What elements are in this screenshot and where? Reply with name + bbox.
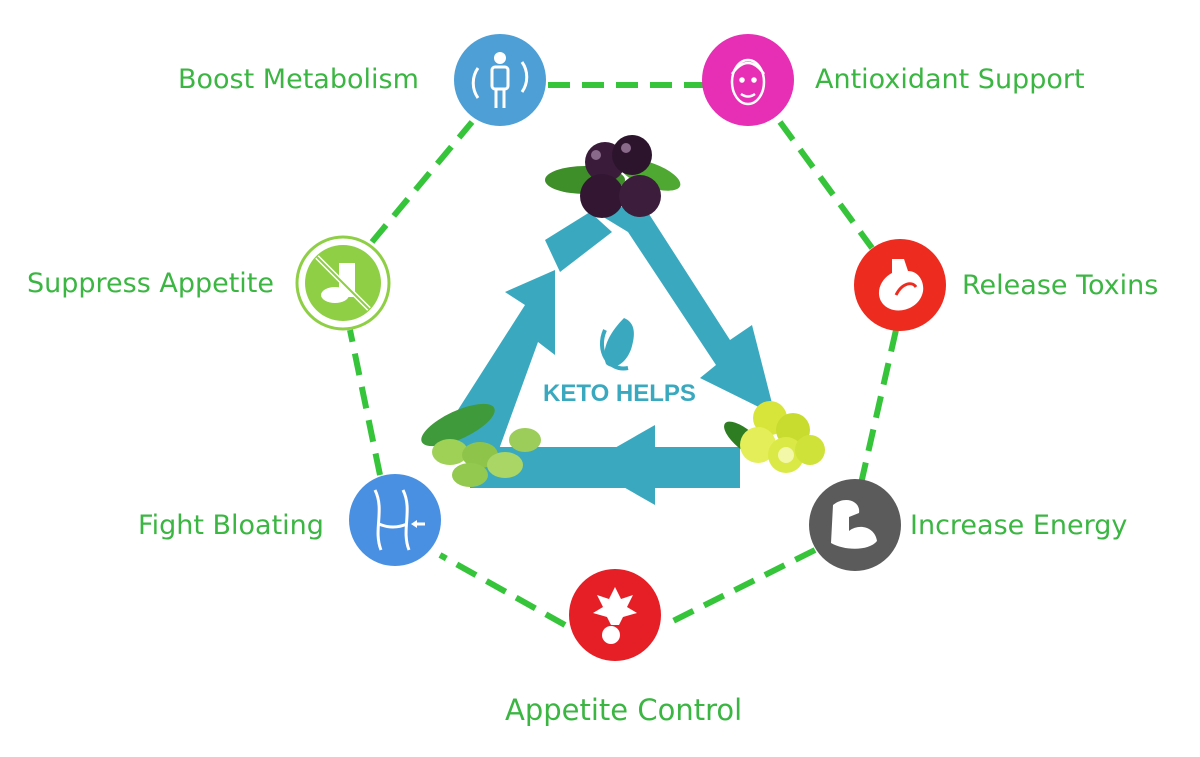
feather-icon [604, 318, 634, 367]
waist-icon [373, 489, 425, 551]
arrow-right-side [600, 200, 775, 415]
center-logo [599, 318, 634, 371]
acai-berries-image [545, 135, 681, 218]
person-cycle-icon [471, 52, 529, 108]
stomach-icon [878, 259, 924, 311]
plant-root-icon [593, 587, 637, 644]
bloating-node [349, 474, 441, 566]
label-antioxidant-support: Antioxidant Support [815, 64, 1085, 95]
no-junk-food-icon [315, 255, 371, 311]
label-release-toxins: Release Toxins [962, 270, 1159, 301]
cycle-arrows [440, 200, 775, 505]
label-fight-bloating: Fight Bloating [138, 510, 324, 541]
label-boost-metabolism: Boost Metabolism [178, 64, 419, 95]
dashed-ring [347, 82, 899, 628]
antioxidant-node [702, 34, 794, 126]
flexed-arm-icon [831, 499, 877, 549]
label-suppress-appetite: Suppress Appetite [27, 268, 275, 299]
garcinia-fruits-image [724, 401, 825, 473]
energy-node [809, 479, 901, 571]
label-appetite-control: Appetite Control [505, 693, 743, 727]
coffee-beans-image [421, 403, 541, 487]
suppress-node [295, 235, 391, 331]
appetite-control-node [569, 569, 661, 661]
metabolism-node [454, 34, 546, 126]
face-icon [730, 58, 766, 106]
center-title: KETO HELPS [543, 380, 696, 407]
label-increase-energy: Increase Energy [910, 510, 1128, 541]
toxins-node [854, 239, 946, 331]
